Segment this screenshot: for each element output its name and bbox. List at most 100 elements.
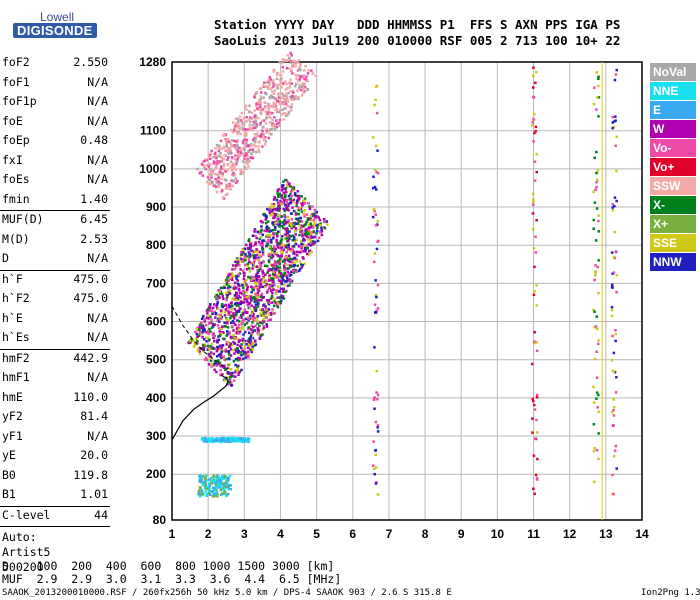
- echo-dot: [253, 316, 257, 320]
- param-value: N/A: [87, 310, 108, 325]
- echo-dot: [222, 488, 226, 491]
- echo-dot: [243, 274, 246, 278]
- echo-dot: [275, 223, 279, 226]
- echo-dot: [240, 121, 244, 124]
- echo-dot: [235, 277, 238, 280]
- echo-dot: [279, 100, 282, 104]
- echo-dot: [611, 121, 614, 124]
- echo-dot: [275, 265, 279, 268]
- echo-dot: [295, 194, 298, 197]
- echo-dot: [227, 487, 230, 491]
- echo-dot: [240, 354, 243, 357]
- echo-dot: [267, 313, 271, 316]
- echo-dot: [533, 408, 537, 411]
- echo-dot: [260, 298, 263, 302]
- echo-dot: [187, 341, 191, 345]
- echo-dot: [228, 148, 231, 151]
- echo-dot: [242, 271, 245, 275]
- echo-dot: [271, 122, 274, 125]
- echo-dot: [248, 267, 251, 270]
- muf-table-distance-row: D 100 200 400 600 800 1000 1500 3000 [km…: [2, 559, 335, 573]
- echo-dot: [317, 236, 321, 240]
- echo-dot: [217, 353, 221, 356]
- echo-dot: [255, 236, 258, 240]
- echo-dot: [196, 167, 199, 171]
- echo-dot: [295, 238, 298, 242]
- echo-dot: [208, 438, 211, 441]
- echo-dot: [218, 361, 222, 365]
- echo-dot: [229, 488, 232, 491]
- legend-item: NNW: [650, 253, 696, 271]
- echo-dot: [235, 264, 238, 267]
- echo-dot: [615, 135, 618, 139]
- echo-dot: [232, 312, 235, 315]
- echo-dot: [205, 164, 209, 167]
- echo-dot: [232, 287, 235, 290]
- echo-dot: [279, 257, 282, 261]
- param-row: foF1 N/A: [2, 75, 108, 95]
- echo-dot: [237, 304, 240, 307]
- echo-dot: [298, 260, 302, 263]
- echo-dot: [264, 136, 267, 139]
- echo-dot: [273, 228, 277, 231]
- echo-dot: [240, 316, 243, 319]
- echo-dot: [201, 174, 204, 177]
- echo-dot: [284, 290, 287, 294]
- echo-dot: [207, 314, 210, 318]
- echo-dot: [305, 220, 308, 224]
- echo-dot: [226, 330, 229, 333]
- echo-dot: [230, 438, 233, 442]
- echo-dot: [251, 314, 255, 317]
- echo-dot: [265, 115, 268, 119]
- echo-dot: [254, 234, 257, 238]
- echo-dot: [312, 224, 316, 227]
- echo-dot: [281, 70, 285, 73]
- echo-dot: [238, 339, 241, 342]
- echo-dot: [267, 107, 271, 110]
- echo-dot: [230, 165, 233, 168]
- echo-dot: [287, 194, 291, 198]
- echo-dot: [215, 492, 219, 496]
- param-value: 20.0: [80, 448, 108, 462]
- echo-dot: [230, 169, 234, 172]
- echo-dot: [236, 126, 239, 129]
- echo-dot: [248, 314, 252, 318]
- echo-dot: [225, 357, 228, 361]
- echo-dot: [300, 263, 303, 266]
- echo-dot: [597, 410, 600, 414]
- echo-dot: [296, 74, 300, 77]
- echo-dot: [273, 297, 276, 301]
- echo-dot: [597, 432, 600, 435]
- echo-dot: [244, 152, 248, 155]
- echo-dot: [300, 231, 303, 234]
- echo-dot: [290, 190, 293, 193]
- echo-dot: [594, 264, 597, 267]
- echo-dot: [372, 186, 375, 190]
- echo-dot: [376, 424, 380, 427]
- echo-dot: [247, 239, 250, 243]
- echo-dot: [593, 310, 596, 313]
- echo-dot: [286, 183, 289, 186]
- echo-dot: [252, 254, 255, 257]
- echo-dot: [238, 439, 241, 442]
- echo-dot: [226, 492, 230, 496]
- echo-dot: [270, 310, 274, 314]
- echo-dot: [374, 449, 377, 452]
- echo-dot: [276, 268, 280, 272]
- echo-dot: [294, 268, 298, 272]
- echo-dot: [223, 314, 227, 317]
- echo-dot: [216, 319, 219, 322]
- echo-dot: [276, 254, 279, 257]
- echo-dot: [272, 204, 276, 208]
- echo-dot: [614, 339, 617, 343]
- echo-dot: [220, 310, 223, 314]
- echo-dot: [224, 170, 227, 173]
- echo-dot: [288, 224, 292, 227]
- echo-dot: [206, 485, 209, 489]
- echo-dot: [376, 149, 379, 152]
- echo-dot: [243, 263, 247, 267]
- echo-dot: [233, 157, 237, 161]
- echo-dot: [234, 168, 237, 171]
- echo-dot: [282, 191, 285, 195]
- echo-dot: [241, 319, 244, 322]
